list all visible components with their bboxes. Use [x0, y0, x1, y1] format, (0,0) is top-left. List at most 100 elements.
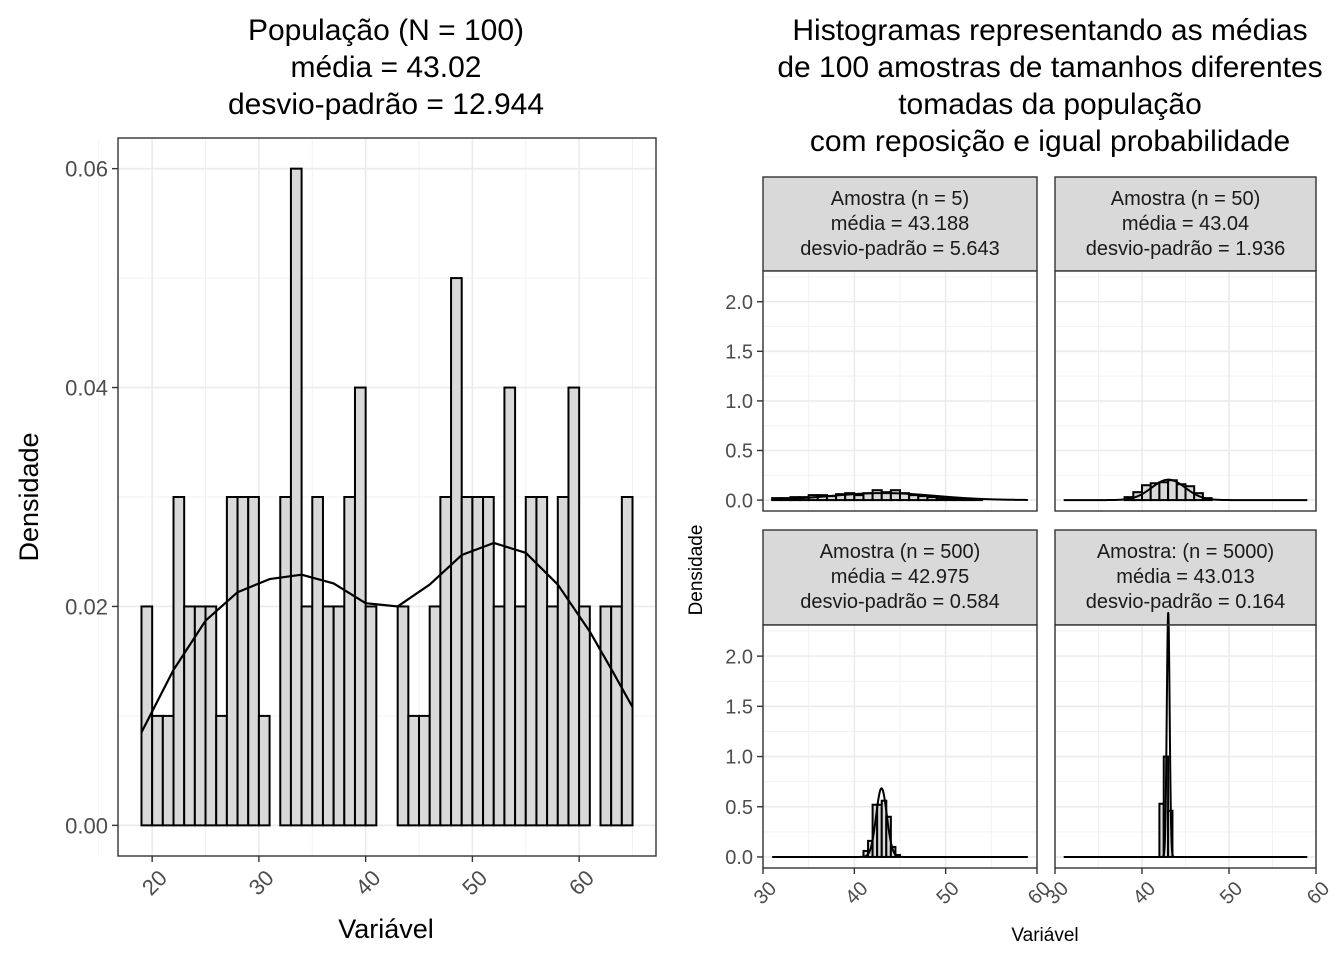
population-histogram-panel: 0.00 0.02 0.04 0.06 20 30 40 50 60: [65, 137, 657, 900]
sample-means-histogram-panel: 0.0 0.5 1.0 1.5 2.0: [725, 270, 1038, 512]
chart-title-line: Histogramas representando as médias: [792, 14, 1307, 47]
y-tick-label: 0.0: [725, 490, 753, 512]
panel-border: [1054, 624, 1317, 869]
facet-strip-label: Amostra (n = 5): [831, 188, 969, 210]
sample-means-histogram-panel: 0.00.51.01.52.030 40 50 60: [725, 624, 1055, 909]
histogram-bar: [439, 496, 453, 827]
facet-strip-background: [762, 529, 1038, 626]
x-tick-label: 50: [1216, 878, 1247, 909]
facet-strip-label: desvio-padrão = 5.643: [800, 238, 1000, 260]
y-axis-title: Densidade: [14, 432, 44, 561]
histogram-bar: [853, 494, 865, 502]
histogram-bar: [460, 496, 474, 827]
histogram-bar: [599, 605, 613, 827]
facet-strip: Amostra (n = 5) média = 43.188 desvio-padr…: [762, 176, 1038, 272]
histogram-bar: [953, 498, 965, 502]
histogram-bar: [546, 605, 559, 827]
histogram-bar: [1158, 481, 1170, 502]
x-tick-label: 30: [1042, 878, 1073, 909]
x-tick-label: 30: [750, 878, 781, 909]
histogram-bar: [428, 605, 442, 827]
panel-border: [762, 270, 1038, 512]
facet-strip-label: desvio-padrão = 1.936: [1086, 238, 1286, 260]
histogram-bar: [514, 605, 527, 827]
y-tick-label: 2.0: [725, 292, 753, 314]
histogram-bar: [247, 496, 260, 827]
histogram-bar: [279, 496, 292, 827]
facet-strip-background: [1054, 529, 1317, 626]
histogram-bar: [556, 496, 570, 827]
histogram-bar: [917, 495, 929, 502]
facet-strip-label: desvio-padrão = 0.164: [1086, 591, 1286, 613]
histogram-bar: [503, 386, 517, 827]
x-tick-label: 30: [244, 865, 279, 900]
chart-title-line: de 100 amostras de tamanhos diferentes: [777, 51, 1322, 84]
panel-border: [117, 137, 657, 857]
facet-strip-background: [762, 176, 1038, 272]
facet-strip-label: Amostra: (n = 5000): [1097, 541, 1274, 563]
x-tick-label: 50: [457, 865, 492, 900]
histogram-bar: [193, 605, 207, 827]
chart-title-line: média = 43.02: [291, 51, 482, 84]
x-tick-label: 20: [137, 865, 172, 900]
y-tick-label: 0.02: [65, 594, 108, 619]
y-tick-label: 0.06: [65, 157, 108, 182]
histogram-bar: [204, 605, 218, 827]
histogram-bar: [935, 497, 947, 502]
facet-strip: Amostra (n = 50) média = 43.04 desvio-padr…: [1054, 176, 1317, 272]
density-curve: [140, 541, 634, 733]
y-tick-label: 0.04: [65, 375, 108, 400]
x-tick-label: 60: [564, 865, 599, 900]
density-curve: [771, 492, 1029, 501]
y-tick-label: 0.5: [725, 797, 753, 819]
histogram-bar: [889, 489, 901, 502]
histogram-bar: [418, 714, 431, 827]
y-tick-label: 0.5: [725, 441, 753, 463]
x-tick-label: 40: [1129, 878, 1160, 909]
histogram-bar: [289, 167, 303, 827]
histogram-bar: [343, 496, 356, 827]
histogram-bar: [524, 496, 538, 827]
density-curve: [1062, 611, 1309, 858]
chart-title-line: População (N = 100): [248, 14, 524, 47]
histogram-bar: [161, 714, 175, 827]
histogram-bar: [215, 714, 228, 827]
panel-border: [1054, 270, 1317, 512]
y-tick-label: 0.0: [725, 847, 753, 869]
histogram-bar: [236, 496, 250, 827]
histogram-bar: [926, 496, 938, 502]
y-tick-label: 2.0: [725, 646, 753, 668]
histogram-bar: [471, 496, 485, 827]
facet-strip: Amostra (n = 500) média = 42.975 desvio-pa…: [762, 529, 1038, 626]
density-curve: [1062, 478, 1309, 502]
histogram-bar: [944, 497, 956, 502]
histogram-bar: [321, 605, 335, 827]
histogram-bar: [407, 714, 421, 827]
histogram-bar: [578, 605, 591, 827]
y-tick-label: 1.0: [725, 391, 753, 413]
histogram-bar: [396, 605, 410, 827]
minor-gridlines: [1055, 271, 1316, 511]
histogram-bar: [610, 605, 623, 827]
facet-strip-label: desvio-padrão = 0.584: [800, 591, 1000, 613]
histogram-bar: [257, 714, 271, 827]
x-tick-label: 60: [1303, 878, 1334, 909]
y-axis-title: Densidade: [686, 525, 707, 616]
histogram-bar: [908, 494, 920, 502]
minor-gridlines: [763, 271, 1037, 511]
histogram-bar: [871, 489, 883, 502]
facet-strip-label: média = 43.013: [1116, 566, 1254, 588]
histogram-bar: [300, 605, 314, 827]
histogram-bar: [225, 496, 239, 827]
y-tick-label: 1.5: [725, 697, 753, 719]
y-tick-label: 1.0: [725, 747, 753, 769]
density-curve: [771, 787, 1029, 858]
histogram-bar: [311, 496, 324, 827]
chart-title-line: tomadas da população: [898, 88, 1202, 121]
chart-title-line: desvio-padrão = 12.944: [228, 88, 544, 121]
x-tick-label: 40: [351, 865, 386, 900]
histogram-bar: [353, 386, 367, 827]
x-axis-title: Variável: [338, 914, 434, 944]
x-axis-title: Variável: [1011, 925, 1078, 946]
